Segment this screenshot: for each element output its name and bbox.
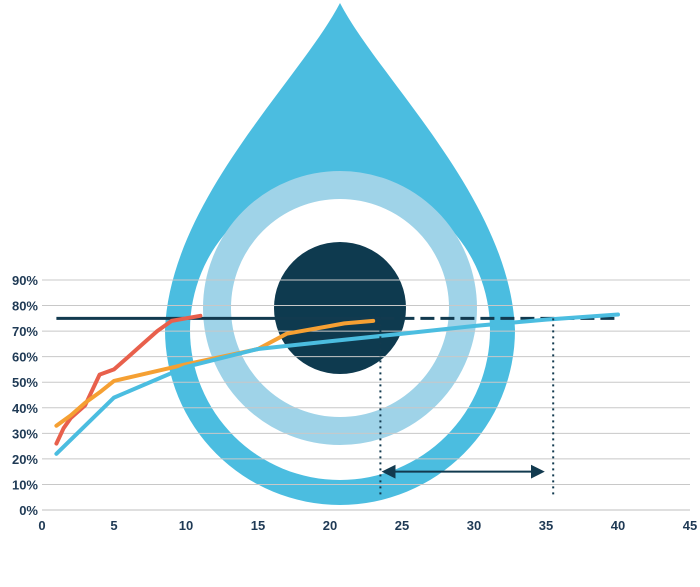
y-tick-label: 90% (12, 273, 38, 288)
y-tick-label: 10% (12, 477, 38, 492)
x-tick-label: 45 (683, 518, 697, 533)
x-tick-label: 30 (467, 518, 481, 533)
y-tick-label: 60% (12, 350, 38, 365)
x-tick-label: 10 (179, 518, 193, 533)
x-tick-label: 40 (611, 518, 625, 533)
series-line-2 (54, 318, 376, 428)
y-tick-label: 70% (12, 324, 38, 339)
y-tick-label: 40% (12, 401, 38, 416)
series-line-3 (54, 312, 620, 456)
x-tick-label: 25 (395, 518, 409, 533)
x-tick-labels: 0 5 10 15 20 25 30 35 40 45 (38, 518, 697, 533)
water-drop-logo (165, 3, 515, 505)
gap-markers (379, 318, 555, 498)
x-tick-label: 5 (110, 518, 117, 533)
y-tick-labels: 0% 10% 20% 30% 40% 50% 60% 70% 80% 90% (12, 273, 38, 518)
x-tick-label: 20 (323, 518, 337, 533)
drop-dark-center (274, 242, 406, 374)
series-line-1 (54, 313, 203, 446)
drop-light-ring (203, 171, 477, 445)
x-tick-label: 35 (539, 518, 553, 533)
x-tick-label: 15 (251, 518, 265, 533)
series-lines (54, 312, 620, 456)
grid-lines (42, 279, 690, 485)
y-tick-label: 50% (12, 375, 38, 390)
y-tick-label: 80% (12, 299, 38, 314)
y-tick-label: 30% (12, 426, 38, 441)
y-tick-label: 20% (12, 452, 38, 467)
y-tick-label: 0% (19, 503, 38, 518)
x-tick-label: 0 (38, 518, 45, 533)
